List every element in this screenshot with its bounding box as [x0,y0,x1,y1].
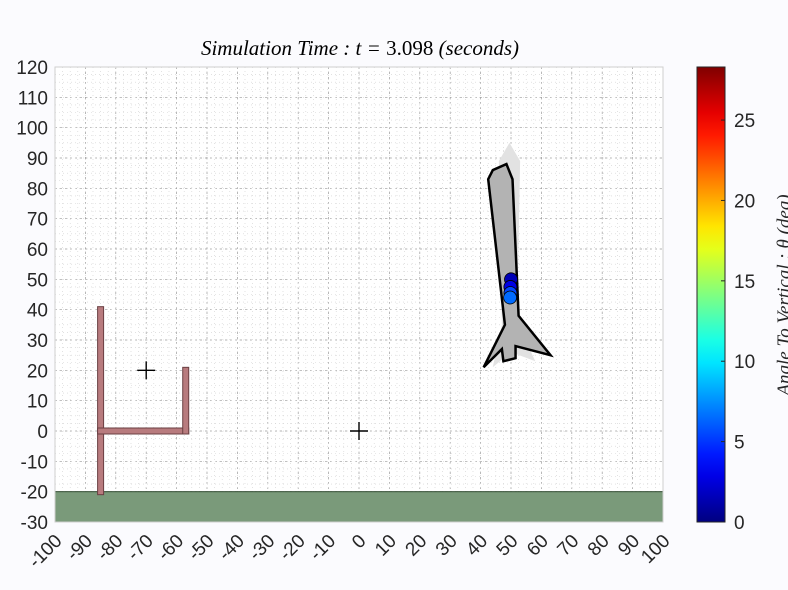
x-tick-label: 40 [462,531,492,561]
x-tick-label: 100 [637,531,674,568]
x-tick-label: 0 [348,531,370,553]
x-tick-label: -90 [63,531,97,565]
y-tick-label: 110 [18,88,48,109]
colorbar-tick-label: 10 [734,352,755,373]
x-tick-label: -80 [93,531,127,565]
y-tick-label: 10 [27,392,48,413]
ground [54,491,664,523]
colorbar-tick-label: 0 [734,513,745,534]
y-tick-label: 50 [27,270,48,291]
x-tick-label: 70 [554,531,584,561]
colorbar-tick-label: 25 [734,111,755,132]
trajectory-point [503,290,517,305]
x-tick-label: -40 [215,531,249,565]
y-tick-label: -20 [21,483,48,504]
colorbar-tick-label: 5 [734,433,745,454]
x-tick-label: -100 [25,531,67,573]
x-tick-label: -30 [245,531,279,565]
tower-beam [97,306,105,496]
x-tick-label: 10 [371,531,401,561]
colorbar-tick-label: 15 [734,272,755,293]
x-tick-label: -10 [306,531,340,565]
x-tick-label: 50 [493,531,523,561]
x-tick-label: 20 [402,531,432,561]
y-tick-label: 30 [27,331,48,352]
x-tick-label: 80 [584,531,614,561]
tower-beam [182,366,190,435]
y-tick-label: 70 [27,210,48,231]
rocket-body [482,162,554,369]
y-tick-label: 90 [27,149,48,170]
y-tick-label: 20 [27,361,48,382]
y-tick-label: 40 [27,301,48,322]
tower-beam [97,427,190,435]
plot-title: Simulation Time : t = 3.098 (seconds) [201,36,519,60]
x-tick-label: 30 [432,531,462,561]
colorbar-label: Angle To Vertical : θ (deg) [774,194,788,397]
target-marker [350,422,368,440]
x-tick-label: -60 [154,531,188,565]
target-marker [137,361,156,380]
y-tick-label: 80 [27,179,48,200]
x-tick-label: 60 [523,531,553,561]
plot-title-unit: (seconds) [439,36,519,60]
y-tick-label: 120 [16,58,48,79]
colorbar-scale [696,66,726,523]
y-tick-label: 100 [16,119,48,140]
x-tick-label: -70 [123,531,157,565]
colorbar: 0 5 10 15 20 25 Angle To Vertical : θ (deg) [696,66,788,534]
x-tick-label: -20 [275,531,309,565]
colorbar-tick-label: 20 [734,191,755,212]
plot-border [54,66,664,523]
y-tick-label: -30 [21,513,48,534]
x-tick-label: -50 [184,531,218,565]
plot-axes: -30-20-100102030405060708090100110120-10… [16,58,674,572]
y-tick-label: 60 [27,240,48,261]
plot-title-label: Simulation Time : t [201,36,363,60]
y-tick-label: -10 [21,452,48,473]
plot-title-value: 3.098 [386,36,433,60]
plot-title-equals: = [361,36,386,60]
y-tick-label: 0 [37,422,48,443]
